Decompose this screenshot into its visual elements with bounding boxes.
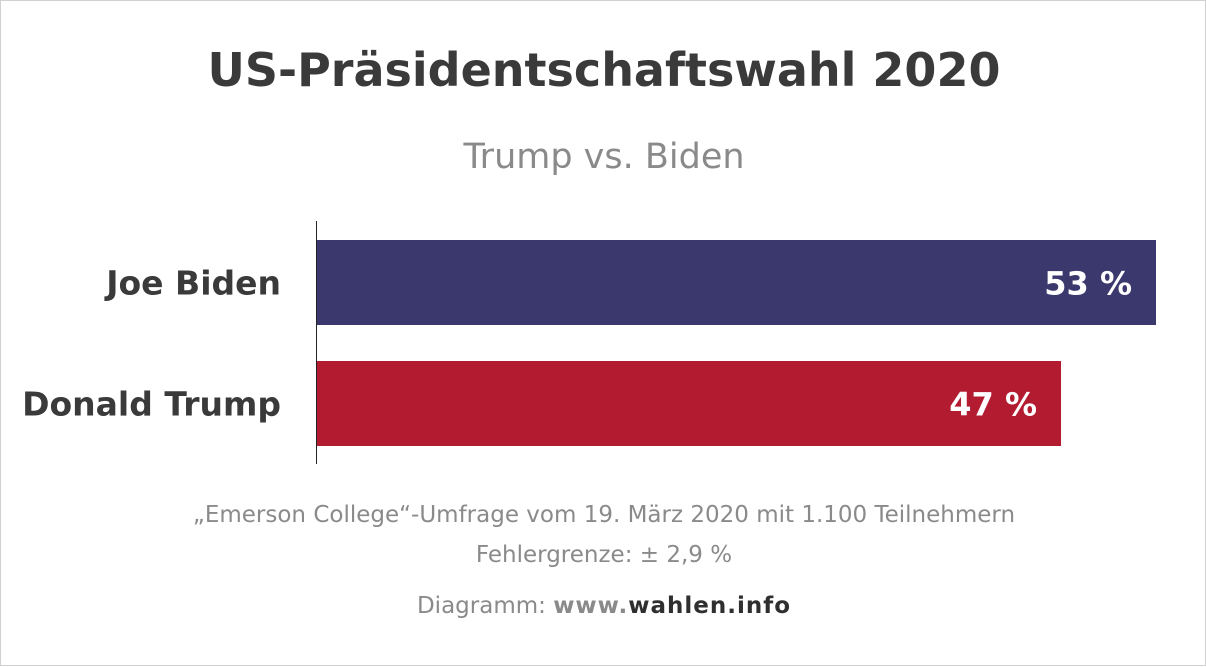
credit-prefix: Diagramm: [416, 593, 554, 619]
chart-title: US-Präsidentschaftswahl 2020 [207, 43, 1001, 97]
bar-donald-trump [317, 361, 1062, 446]
chart-subtitle: Trump vs. Biden [463, 137, 745, 177]
chart-credit: Diagramm: www.wahlen.info [1, 593, 1206, 619]
credit-www: www. [553, 593, 629, 619]
value-label: 47 % [949, 386, 1037, 424]
source-note: „Emerson College“-Umfrage vom 19. März 2… [192, 502, 1016, 528]
value-label: 53 % [1044, 265, 1132, 303]
category-label: Joe Biden [104, 264, 281, 303]
bar-joe-biden [317, 240, 1156, 325]
credit-domain: wahlen.info [628, 593, 792, 619]
margin-of-error-note: Fehlergrenze: ± 2,9 % [475, 542, 733, 568]
category-label: Donald Trump [22, 385, 281, 424]
